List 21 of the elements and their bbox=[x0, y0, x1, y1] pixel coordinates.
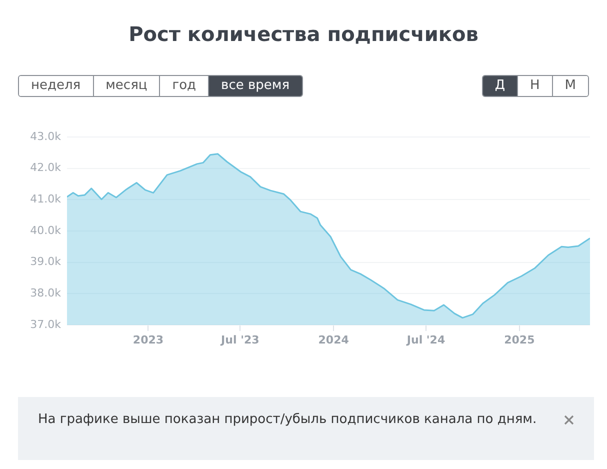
x-tick-label: 2024 bbox=[318, 333, 350, 346]
text: год bbox=[159, 76, 208, 96]
y-tick-label: 38.0k bbox=[30, 286, 62, 300]
text: На графике выше показан прирост/убыль подписчиков канала по дням. bbox=[38, 412, 537, 427]
text: Д bbox=[482, 76, 517, 96]
text: неделя bbox=[19, 76, 93, 96]
x-tick-label: Jul '23 bbox=[220, 333, 260, 346]
text: Н bbox=[517, 76, 552, 96]
chart-title: Рост количества подписчиков bbox=[128, 22, 480, 46]
y-tick-label: 40.0k bbox=[30, 224, 62, 237]
y-tick-label: 41.0k bbox=[30, 192, 62, 206]
y-tick-label: 37.0k bbox=[30, 318, 62, 331]
y-tick-label: 43.0k bbox=[30, 130, 62, 143]
y-tick-label: 39.0k bbox=[30, 255, 62, 268]
x-tick-label: Jul '24 bbox=[406, 333, 446, 346]
text: М bbox=[552, 76, 588, 96]
text: все время bbox=[208, 76, 302, 96]
y-tick-label: 42.0k bbox=[30, 161, 62, 174]
x-tick-label: 2023 bbox=[132, 333, 164, 346]
text: месяц bbox=[92, 76, 160, 96]
x-tick-label: 2025 bbox=[504, 333, 535, 346]
